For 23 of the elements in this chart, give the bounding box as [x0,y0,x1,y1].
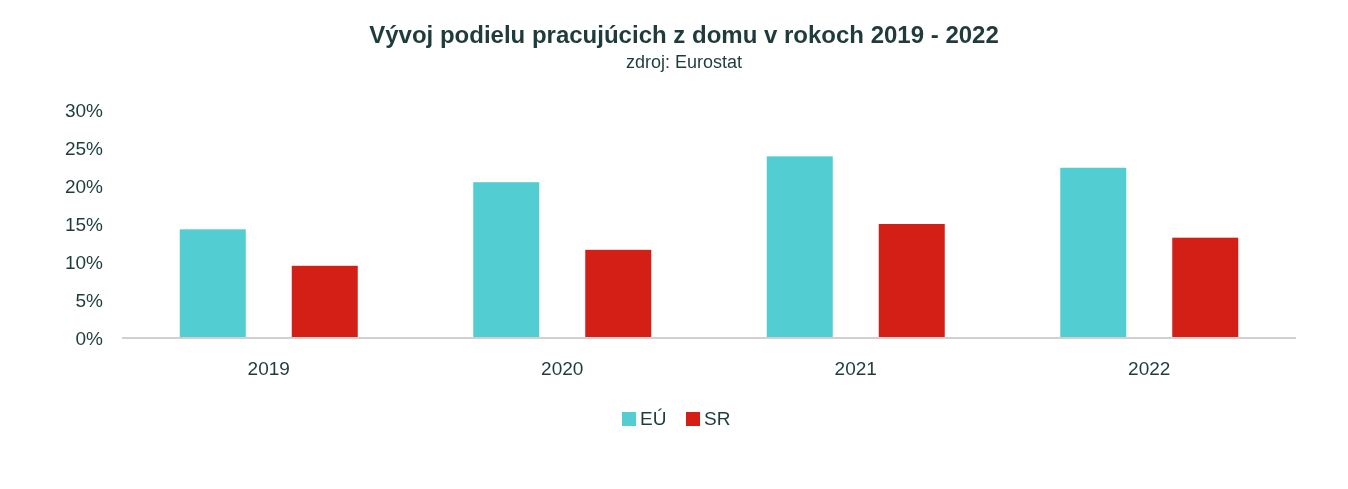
x-tick-label: 2022 [1128,358,1171,379]
x-tick-label: 2019 [247,358,290,379]
bar [1172,237,1239,338]
x-tick-label: 2021 [834,358,877,379]
y-tick-label: 30% [64,99,104,121]
bar [179,229,246,338]
bar [766,156,833,338]
bar [878,224,945,338]
y-tick-label: 25% [64,137,104,159]
chart-subtitle: zdroj: Eurostat [625,52,743,72]
chart-title: Vývoj podielu pracujúcich z domu v rokoch 2019 - 2022 [369,21,999,48]
bar [473,182,540,338]
y-tick-label: 10% [64,251,104,273]
x-tick-label: 2020 [541,358,584,379]
y-tick-label: 15% [64,213,104,235]
bar [291,265,358,338]
bar [1060,167,1127,338]
legend-label: EÚ [640,408,667,429]
y-tick-label: 0% [75,327,104,349]
bar [585,249,652,338]
legend-label: SR [704,408,731,429]
y-tick-label: 5% [75,289,104,311]
y-tick-label: 20% [64,175,104,197]
